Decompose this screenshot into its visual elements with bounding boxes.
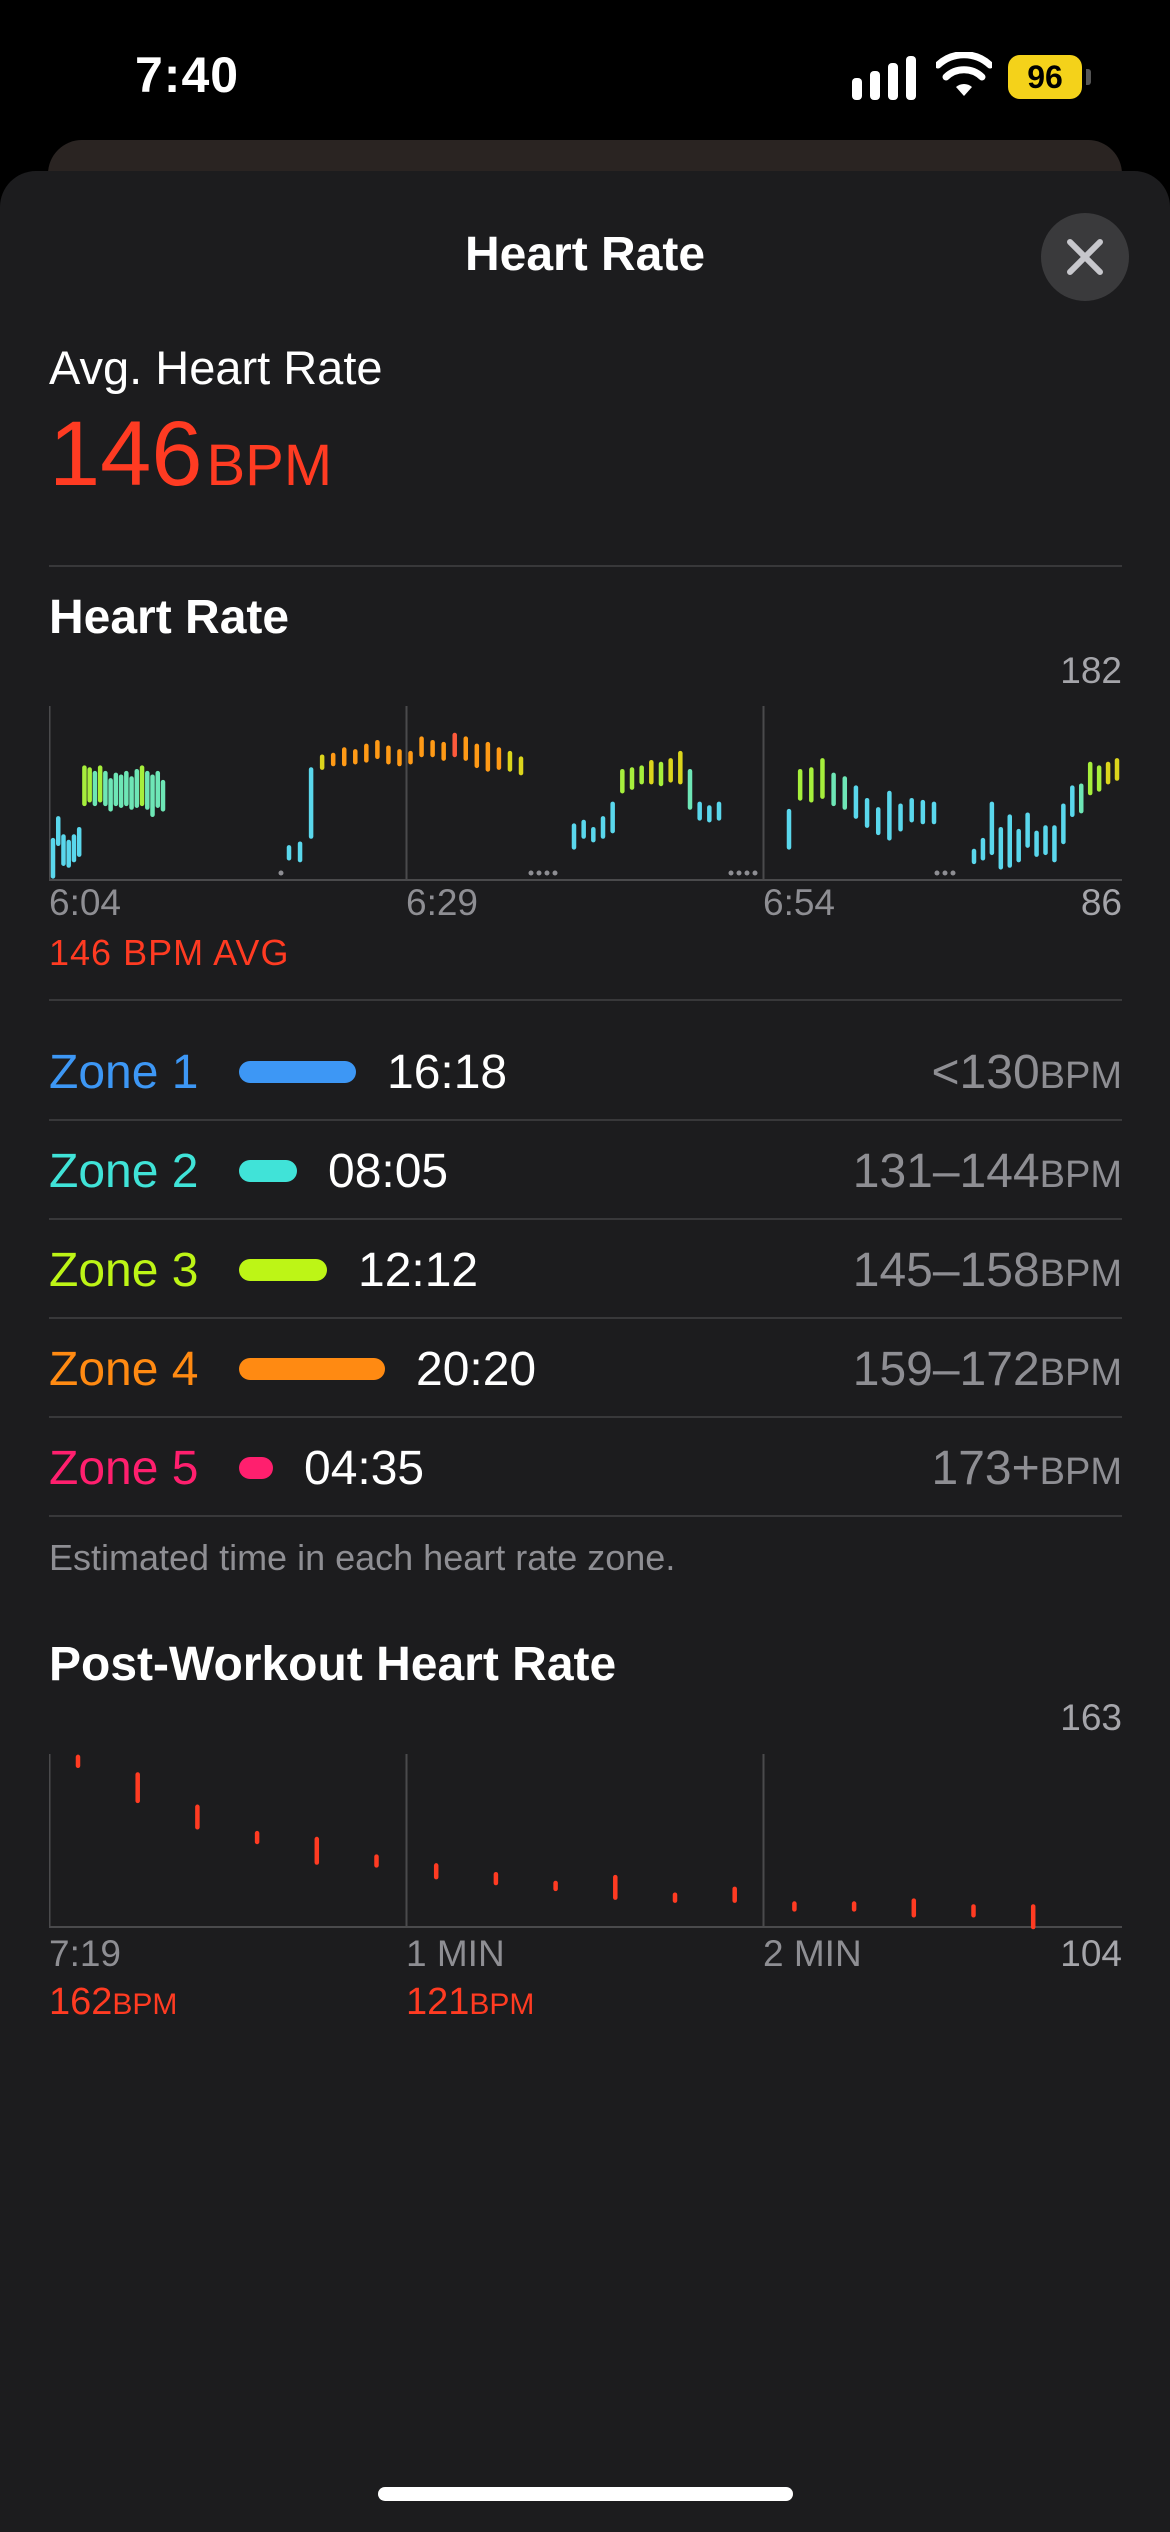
pw-value-start-number: 162 — [49, 1981, 113, 2023]
divider — [49, 1317, 1122, 1319]
avg-heart-rate-unit: BPM — [206, 433, 333, 498]
zone-name: Zone 5 — [49, 1442, 199, 1495]
avg-heart-rate-value: 146BPM — [49, 408, 332, 500]
zone-range-unit: BPM — [1039, 1055, 1122, 1097]
zone-range: 173+BPM — [932, 1441, 1122, 1496]
zone-duration-bar — [239, 1061, 356, 1083]
zone-row: Zone 3 12:12 145–158BPM — [49, 1221, 1122, 1319]
zone-time: 12:12 — [358, 1244, 479, 1297]
zone-range-value: 173+ — [931, 1442, 1040, 1495]
zone-range: <130BPM — [932, 1045, 1122, 1100]
home-indicator[interactable] — [378, 2487, 793, 2501]
hr-x-label-3: 6:54 — [763, 882, 836, 923]
zone-name: Zone 4 — [49, 1343, 199, 1396]
zone-range-value: 145–158 — [852, 1244, 1040, 1297]
pw-value-start: 162BPM — [49, 1981, 177, 2024]
heart-rate-section-title: Heart Rate — [49, 591, 290, 644]
zone-name: Zone 3 — [49, 1244, 199, 1297]
zone-time: 04:35 — [304, 1442, 425, 1495]
avg-heart-rate-number: 146 — [49, 403, 203, 505]
zone-row: Zone 2 08:05 131–144BPM — [49, 1122, 1122, 1220]
battery-icon: 96 — [1008, 55, 1091, 99]
pw-y-max: 163 — [1060, 1697, 1122, 1738]
divider — [49, 1119, 1122, 1121]
zone-range: 131–144BPM — [853, 1144, 1122, 1199]
post-workout-chart — [49, 1754, 1122, 1930]
heart-rate-chart — [49, 706, 1122, 881]
zone-range-value: <130 — [931, 1046, 1040, 1099]
pw-value-1min: 121BPM — [406, 1981, 534, 2024]
zone-time: 16:18 — [387, 1046, 508, 1099]
zone-duration-bar — [239, 1358, 385, 1380]
hr-x-label-2: 6:29 — [406, 882, 479, 923]
pw-y-min: 104 — [1060, 1933, 1122, 1974]
zone-name: Zone 1 — [49, 1046, 199, 1099]
pw-value-1min-unit: BPM — [469, 1988, 535, 2021]
hr-x-label-1: 6:04 — [49, 882, 122, 923]
zone-range: 159–172BPM — [853, 1342, 1122, 1397]
zone-row: Zone 4 20:20 159–172BPM — [49, 1320, 1122, 1418]
pw-x-label-3: 2 MIN — [763, 1933, 862, 1974]
divider — [49, 1218, 1122, 1220]
heart-rate-sheet — [0, 171, 1170, 2532]
hr-y-min: 86 — [1080, 882, 1122, 923]
zone-range-unit: BPM — [1039, 1451, 1122, 1493]
zone-range: 145–158BPM — [853, 1243, 1122, 1298]
zone-range-unit: BPM — [1039, 1253, 1122, 1295]
zone-time: 08:05 — [328, 1145, 449, 1198]
zone-row: Zone 5 04:35 173+BPM — [49, 1419, 1122, 1517]
divider — [49, 999, 1122, 1001]
zone-duration-bar — [239, 1160, 297, 1182]
status-bar: 7:40 96 — [0, 0, 1170, 150]
hr-y-max: 182 — [1060, 650, 1122, 691]
zone-name: Zone 2 — [49, 1145, 199, 1198]
wifi-icon — [936, 52, 992, 96]
pw-x-label-1: 7:19 — [49, 1933, 122, 1974]
battery-level: 96 — [1008, 55, 1082, 99]
zone-duration-bar — [239, 1457, 273, 1479]
zones-footnote: Estimated time in each heart rate zone. — [49, 1537, 676, 1578]
divider — [49, 1515, 1122, 1517]
zone-range-unit: BPM — [1039, 1352, 1122, 1394]
sheet-title: Heart Rate — [464, 228, 706, 281]
status-time: 7:40 — [135, 47, 240, 103]
pw-x-label-2: 1 MIN — [406, 1933, 505, 1974]
divider — [49, 1416, 1122, 1418]
divider — [49, 565, 1122, 567]
post-workout-section-title: Post-Workout Heart Rate — [49, 1638, 617, 1691]
cellular-signal-icon — [852, 56, 916, 100]
zone-row: Zone 1 16:18 <130BPM — [49, 1023, 1122, 1121]
close-button[interactable] — [1041, 213, 1129, 301]
avg-heart-rate-label: Avg. Heart Rate — [49, 341, 383, 394]
zone-range-value: 159–172 — [852, 1343, 1040, 1396]
zone-range-value: 131–144 — [852, 1145, 1040, 1198]
pw-value-start-unit: BPM — [112, 1988, 178, 2021]
hr-avg-caption: 146 BPM AVG — [49, 932, 290, 973]
zone-range-unit: BPM — [1039, 1154, 1122, 1196]
zone-time: 20:20 — [416, 1343, 537, 1396]
pw-value-1min-number: 121 — [406, 1981, 470, 2023]
close-icon — [1067, 239, 1103, 275]
zone-duration-bar — [239, 1259, 327, 1281]
